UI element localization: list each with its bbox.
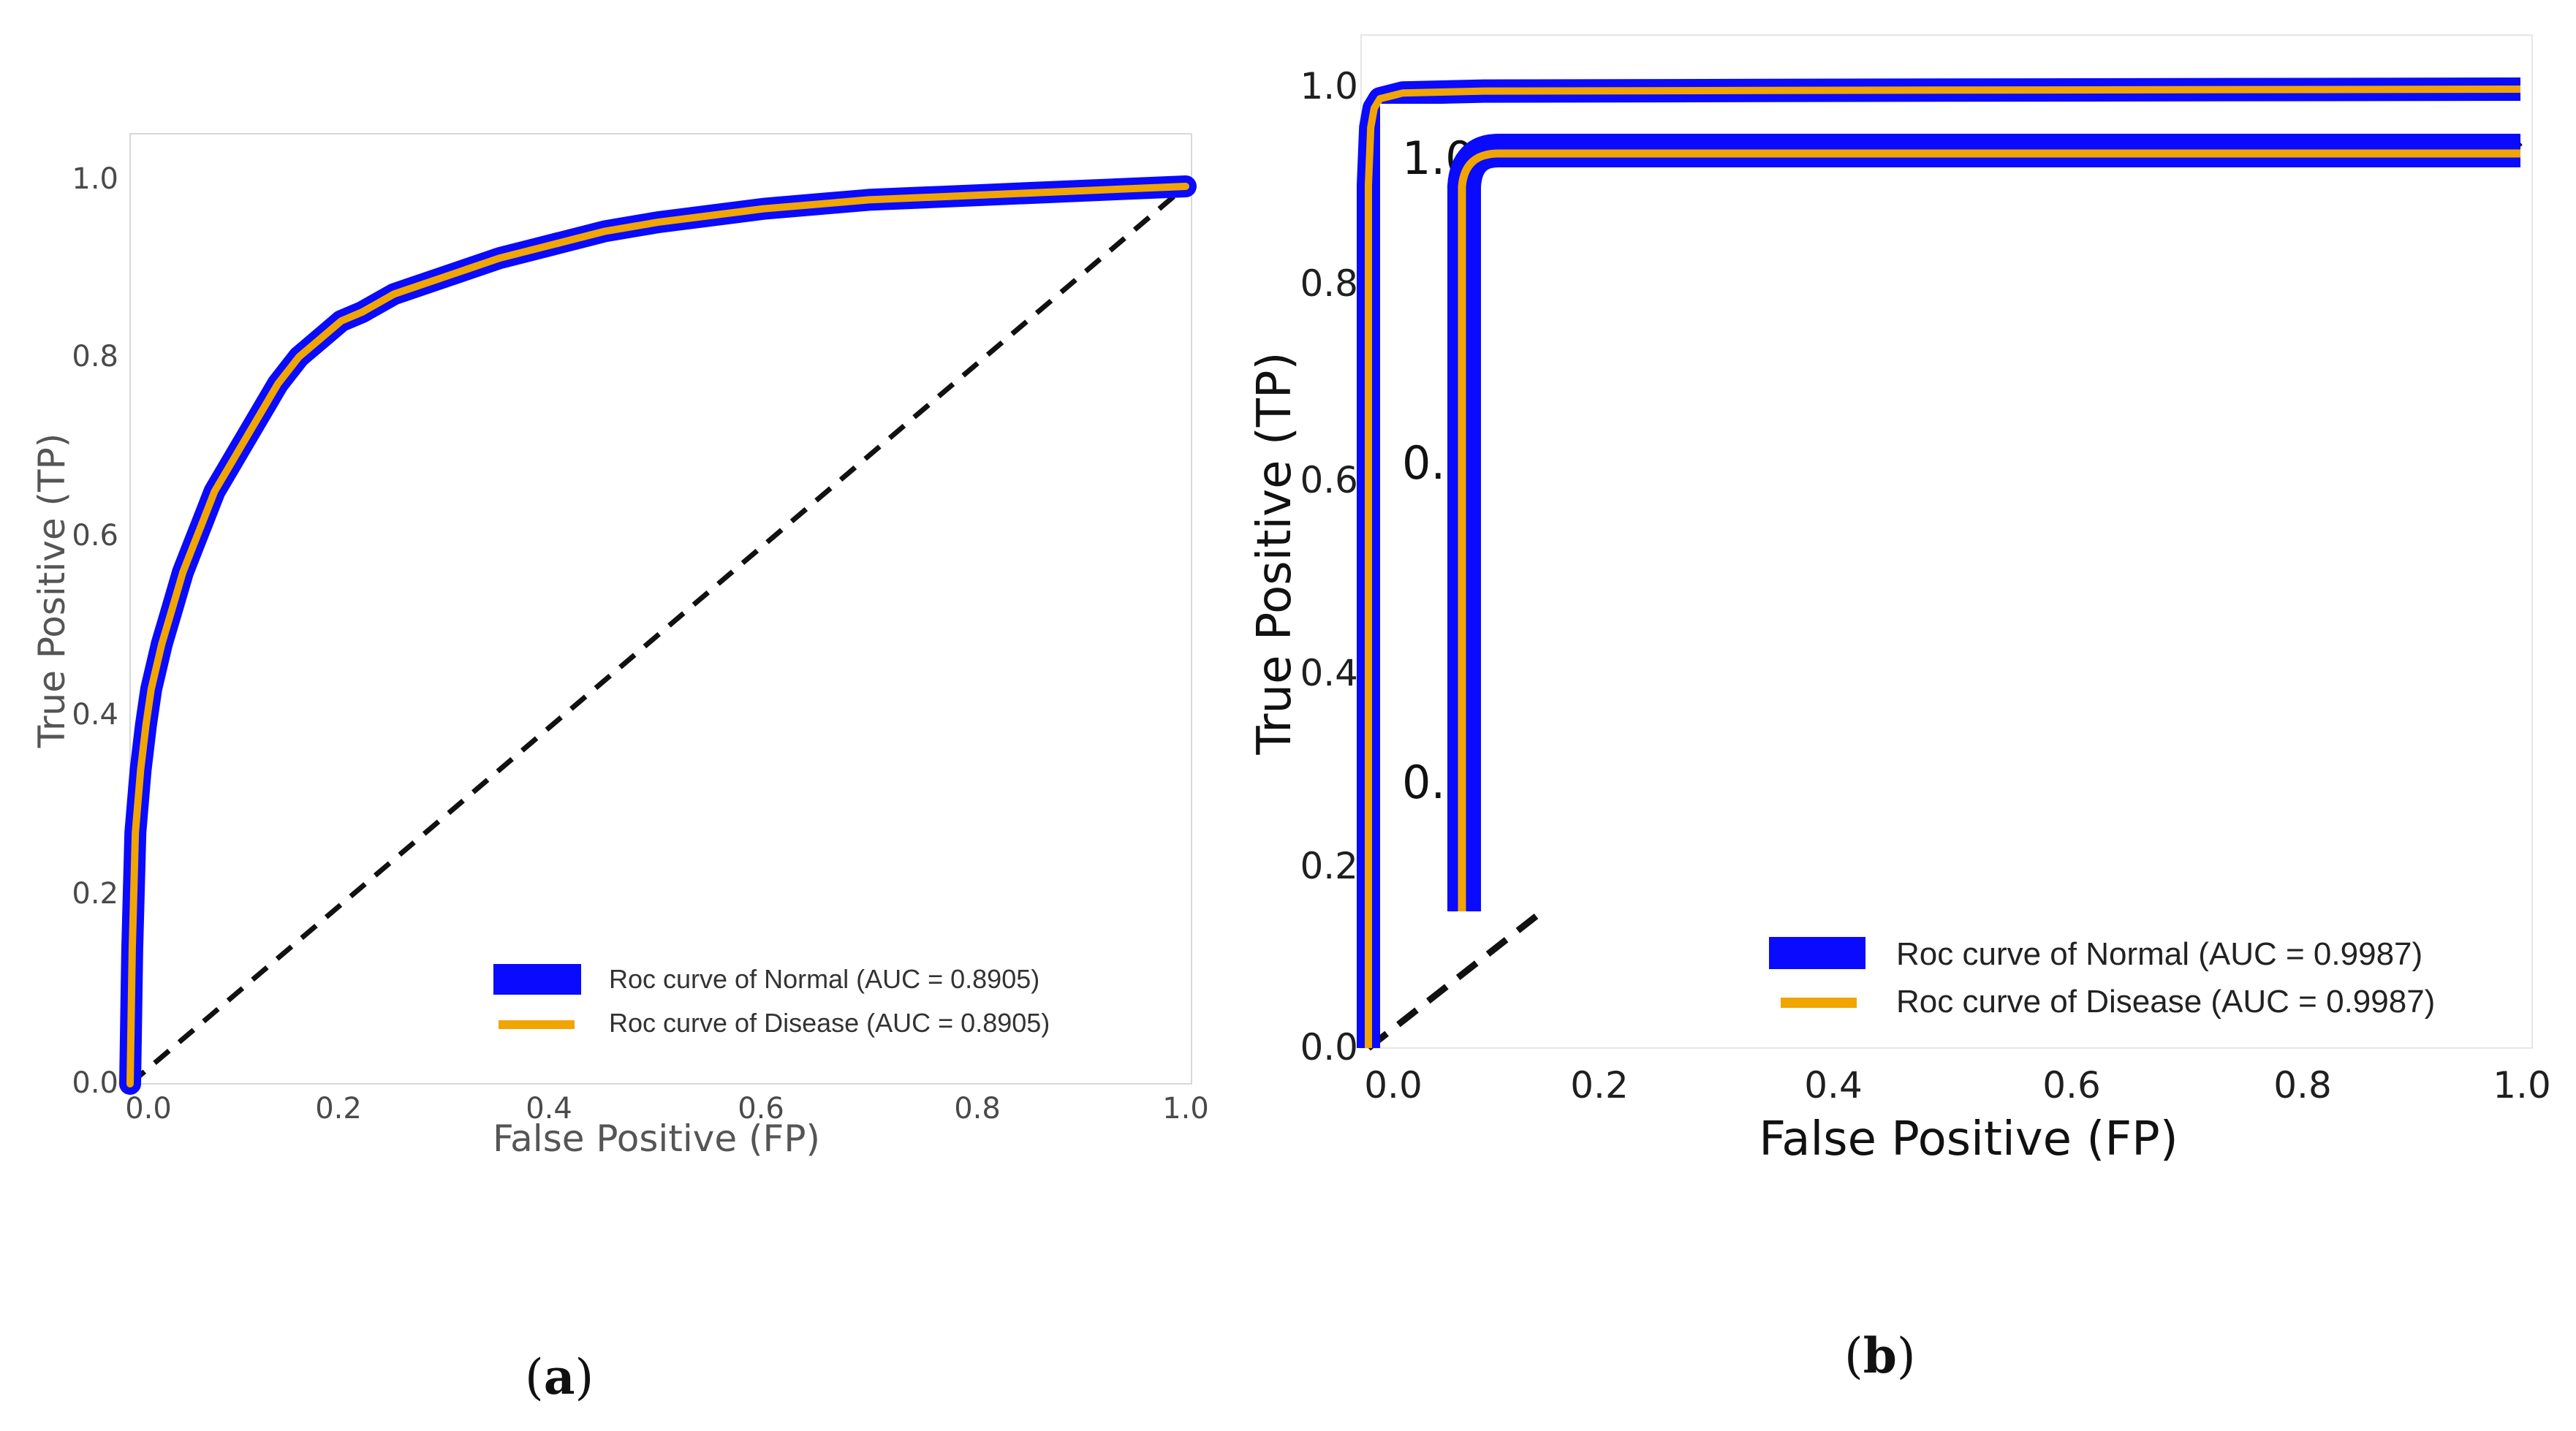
panel-b-legend-disease-swatch	[1781, 998, 1857, 1008]
panel-a-ytick-1: 0.2	[72, 877, 118, 911]
panel-a-legend-disease-label: Roc curve of Disease (AUC = 0.8905)	[609, 1008, 1050, 1038]
panel-a-xtick-3: 0.6	[738, 1092, 784, 1126]
panel-b-inset-background	[1380, 104, 2520, 911]
panel-b-ytick-2: 0.4	[1300, 652, 1358, 694]
panel-a-ytick-0: 0.0	[72, 1066, 118, 1100]
panel-a-xtick-0: 0.0	[125, 1092, 172, 1126]
panel-a-disease-curve	[126, 183, 1189, 1088]
panel-a-plot-area	[129, 133, 1192, 1085]
panel-b-legend-normal-label: Roc curve of Normal (AUC = 0.9987)	[1896, 936, 2422, 972]
panel-b-xtick-2: 0.4	[1804, 1064, 1863, 1107]
panel-b-ylabel: True Positive (TP)	[1248, 352, 1302, 756]
panel-b-xlabel: False Positive (FP)	[1759, 1112, 2178, 1166]
panel-b-caption: (b)	[1844, 1327, 1916, 1384]
panel-b-chart: 0.0 0.2 0.4 0.6 0.8 1.0 0.0 0.2 0.4 0.6 …	[1248, 34, 2551, 1166]
panel-b-inset-disease-curve	[1458, 149, 2520, 911]
panel-a-reference-line	[128, 184, 1188, 1086]
panel-a-ytick-4: 0.8	[72, 340, 118, 373]
panel-a-legend: Roc curve of Normal (AUC = 0.8905) Roc c…	[493, 964, 1050, 1038]
panel-b-ytick-1: 0.2	[1300, 845, 1358, 887]
panel-a-xtick-1: 0.2	[315, 1092, 362, 1126]
panel-a-xlabel: False Positive (FP)	[493, 1117, 820, 1160]
panel-b-disease-curve	[1365, 86, 2521, 1048]
panel-a-xtick-5: 1.0	[1162, 1092, 1209, 1126]
panel-a-ytick-2: 0.4	[72, 698, 118, 732]
panel-a-ylabel: True Positive (TP)	[31, 433, 73, 748]
panel-b-ytick-3: 0.6	[1300, 459, 1358, 501]
panel-b-legend-disease-label: Roc curve of Disease (AUC = 0.9987)	[1896, 984, 2435, 1020]
panel-b-xtick-0: 0.0	[1364, 1064, 1423, 1107]
panel-b-xtick-5: 1.0	[2493, 1064, 2551, 1107]
panel-b-xtick-4: 0.8	[2273, 1064, 2332, 1107]
panel-b-legend-normal-swatch	[1769, 937, 1865, 969]
panel-a-xtick-4: 0.8	[954, 1092, 1001, 1126]
panel-b-legend: Roc curve of Normal (AUC = 0.9987) Roc c…	[1751, 922, 2518, 1032]
panel-b-ytick-0: 0.0	[1300, 1026, 1358, 1068]
panel-b-xtick-1: 0.2	[1570, 1064, 1629, 1107]
panel-a-xtick-2: 0.4	[526, 1092, 572, 1126]
panel-a-legend-disease-swatch	[499, 1020, 575, 1029]
panel-b-ytick-5: 1.0	[1300, 65, 1358, 107]
panel-b-xtick-3: 0.6	[2042, 1064, 2101, 1107]
panel-a-ytick-3: 0.6	[72, 519, 118, 553]
panel-b-ytick-4: 0.8	[1300, 262, 1358, 305]
panel-a-chart: 0.0 0.2 0.4 0.6 0.8 1.0 0.0 0.2 0.4 0.6 …	[31, 133, 1209, 1160]
panel-b-inset: 0.6 0.8 1.0	[1380, 104, 2520, 911]
panel-a-legend-normal-label: Roc curve of Normal (AUC = 0.8905)	[609, 964, 1039, 994]
panel-a-caption: (a)	[525, 1348, 594, 1405]
panel-a-legend-normal-swatch	[493, 964, 581, 995]
panel-a-ytick-5: 1.0	[72, 162, 118, 196]
panel-b-legend-background	[1751, 922, 2518, 1032]
